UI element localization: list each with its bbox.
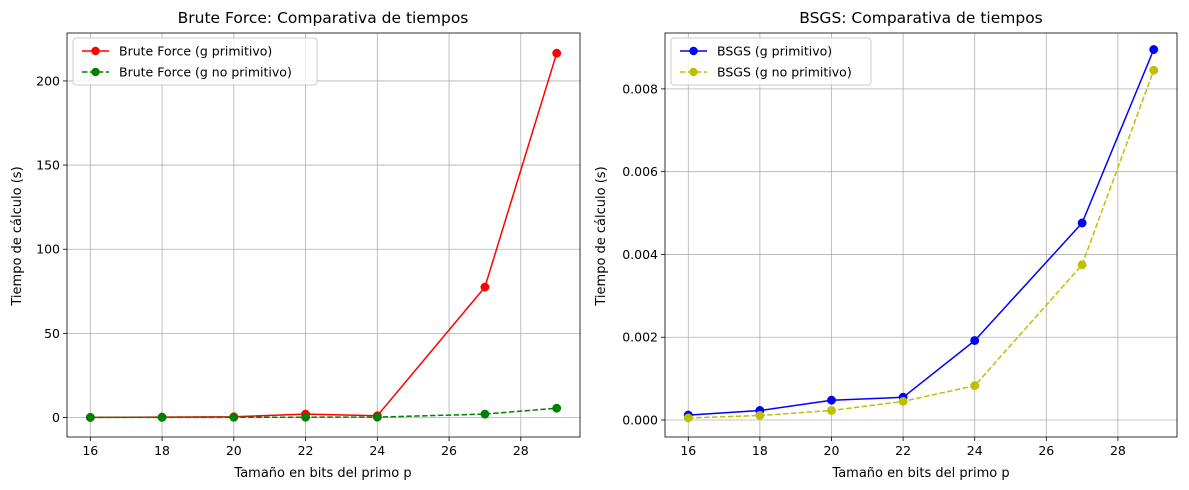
data-point <box>683 413 693 423</box>
x-tick-label: 26 <box>1038 443 1054 458</box>
plot-area <box>85 48 562 422</box>
x-tick-label: 28 <box>1110 443 1126 458</box>
x-tick-label: 18 <box>154 443 170 458</box>
axes-frame <box>664 32 1178 438</box>
y-tick-label: 200 <box>36 73 60 88</box>
x-tick-label: 24 <box>369 443 385 458</box>
data-point <box>970 381 980 391</box>
legend-marker <box>689 67 698 77</box>
x-axis-label: Tamaño en bits del primo p <box>831 466 1009 481</box>
y-tick-label: 50 <box>44 326 60 341</box>
legend-label: Brute Force (g primitivo) <box>119 44 272 59</box>
x-tick-label: 20 <box>226 443 242 458</box>
chart-title: Brute Force: Comparativa de tiempos <box>178 9 469 27</box>
data-point <box>301 412 311 422</box>
x-tick-label: 20 <box>824 443 840 458</box>
data-point <box>552 403 562 413</box>
legend-label: BSGS (g primitivo) <box>717 44 832 59</box>
brute-force-chart: Brute Force: Comparativa de tiempos Tama… <box>10 9 581 481</box>
legend-marker <box>91 46 100 56</box>
y-axis-label: Tiempo de cálculo (s) <box>10 166 25 306</box>
x-tick-label: 24 <box>967 443 983 458</box>
gridlines <box>67 33 580 437</box>
data-point <box>1077 260 1087 270</box>
x-axis-label: Tamaño en bits del primo p <box>233 466 411 481</box>
data-point <box>755 411 765 420</box>
legend-frame <box>670 37 872 86</box>
series-line-0 <box>90 52 558 419</box>
data-point <box>372 412 382 422</box>
data-point <box>970 336 980 346</box>
data-point <box>157 412 167 422</box>
data-point <box>1149 65 1159 75</box>
x-tick-label: 26 <box>441 443 457 458</box>
legend: BSGS (g primitivo) BSGS (g no primitivo) <box>670 37 872 86</box>
series-line-0 <box>688 49 1155 416</box>
legend-marker <box>689 46 698 56</box>
legend: Brute Force (g primitivo) Brute Force (g … <box>72 37 318 86</box>
y-tick-label: 0.000 <box>622 413 658 428</box>
gridlines <box>665 33 1177 437</box>
legend-marker <box>91 67 100 77</box>
y-tick-label: 150 <box>36 158 60 173</box>
x-tick-label: 16 <box>82 443 98 458</box>
chart-title: BSGS: Comparativa de tiempos <box>799 9 1043 27</box>
data-point <box>480 409 490 419</box>
x-tick-label: 28 <box>513 443 529 458</box>
data-point <box>898 396 908 406</box>
data-point <box>480 282 490 292</box>
y-axis-label: Tiempo de cálculo (s) <box>594 166 609 306</box>
data-point <box>827 406 836 415</box>
series-line-1 <box>688 70 1155 419</box>
y-tick-label: 0.008 <box>622 81 658 96</box>
axes-frame <box>66 32 581 438</box>
x-tick-label: 18 <box>752 443 768 458</box>
bsgs-chart: BSGS: Comparativa de tiempos Tamaño en b… <box>594 9 1178 481</box>
data-point <box>229 412 239 422</box>
plot-area <box>683 45 1159 423</box>
y-tick-label: 0.004 <box>622 247 658 262</box>
y-tick-label: 0 <box>52 410 60 425</box>
data-point <box>827 395 836 405</box>
data-point <box>85 412 95 422</box>
x-tick-label: 16 <box>680 443 696 458</box>
data-point <box>552 48 562 58</box>
legend-label: Brute Force (g no primitivo) <box>119 65 292 80</box>
data-point <box>1077 218 1087 228</box>
legend-frame <box>72 37 318 86</box>
y-tick-label: 0.006 <box>622 164 658 179</box>
x-tick-label: 22 <box>298 443 314 458</box>
data-point <box>1149 45 1159 55</box>
y-tick-label: 0.002 <box>622 330 658 345</box>
y-tick-label: 100 <box>36 242 60 257</box>
legend-label: BSGS (g no primitivo) <box>717 65 852 80</box>
x-tick-label: 22 <box>895 443 911 458</box>
